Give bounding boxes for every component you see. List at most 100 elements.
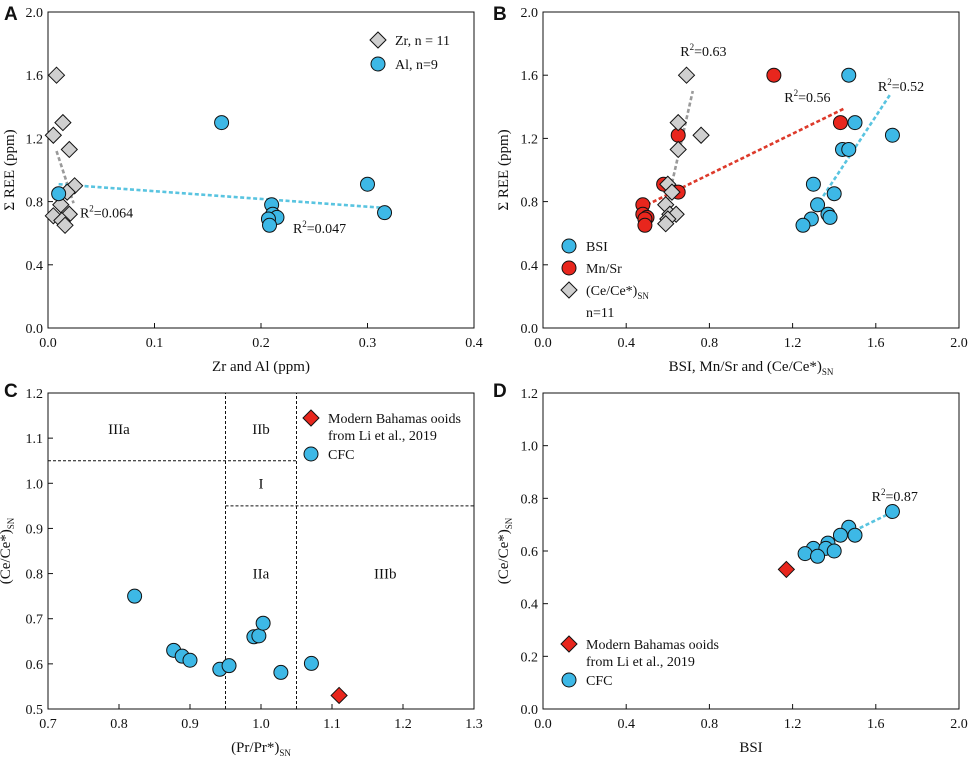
x-tick-label: 0.8: [701, 336, 719, 351]
legend-label: (Ce/Ce*)SN: [586, 284, 649, 301]
legend-label-text: Mn/Sr: [586, 262, 622, 277]
r-superscript: 2: [89, 203, 94, 213]
y-tick-label: 1.2: [521, 132, 539, 147]
legend-label-line2: from Li et al., 2019: [586, 655, 695, 670]
y-tick-label: 1.6: [521, 69, 539, 84]
data-point: [841, 141, 857, 157]
data-point: [826, 186, 842, 202]
x-axis-label-subscript: SN: [279, 748, 291, 758]
x-axis-label: BSI: [739, 740, 762, 756]
y-axis-label: (Ce/Ce*)SN: [496, 517, 514, 584]
y-tick-label: 0.0: [26, 322, 44, 337]
data-point: [127, 588, 143, 604]
data-point: [262, 217, 278, 233]
data-point: [847, 115, 863, 131]
x-tick-label: 0.3: [359, 336, 377, 351]
y-axis-label-subscript: SN: [6, 517, 16, 529]
x-tick-label: 1.2: [784, 717, 802, 732]
region-label: IIIb: [374, 567, 397, 583]
data-point: [360, 176, 375, 192]
y-tick-label: 0.4: [521, 598, 539, 613]
legend-marker: [561, 260, 577, 276]
data-point: [795, 217, 811, 233]
data-point: [330, 686, 348, 705]
y-axis-label-text: (Ce/Ce*): [496, 529, 512, 584]
legend-marker: [561, 238, 577, 254]
x-tick-label: 1.2: [394, 717, 412, 732]
r-squared-annotation: R2=0.63: [680, 42, 726, 60]
y-axis-label-subscript: SN: [504, 517, 514, 529]
y-tick-label: 0.6: [521, 545, 539, 560]
x-tick-label: 0.8: [701, 717, 719, 732]
r-squared-annotation: R2=0.064: [80, 203, 133, 221]
data-point: [805, 176, 821, 192]
y-tick-label: 1.2: [26, 132, 44, 147]
plot-frame: [542, 11, 960, 329]
r-letter: R: [784, 91, 794, 106]
x-tick-label: 1.2: [784, 336, 802, 351]
y-tick-label: 0.4: [521, 259, 539, 274]
y-tick-label: 0.8: [521, 492, 539, 507]
data-point: [797, 546, 813, 562]
legend-marker: [302, 409, 320, 427]
y-tick-label: 0.5: [26, 703, 44, 718]
panel-letter: D: [493, 381, 507, 402]
data-point: [677, 66, 696, 84]
panel-letter: C: [4, 381, 18, 402]
x-tick-label: 0.8: [110, 717, 128, 732]
x-axis-label-text: BSI, Mn/Sr and (Ce/Ce*): [669, 359, 822, 375]
data-point: [303, 655, 319, 671]
data-point: [847, 527, 863, 543]
panel-b: B 0.0 0.4 0.8 1.2 1.6 2.0 0.0 0.4 0.8 1.2 1.6 2.0 BSI…: [493, 4, 968, 377]
x-tick-label: 0.1: [146, 336, 164, 351]
r-letter: R: [878, 80, 888, 95]
y-tick-label: 1.6: [26, 69, 44, 84]
data-point: [47, 66, 66, 84]
region-label: I: [259, 476, 264, 492]
panel-a: A 0.0 0.1 0.2 0.3 0.4 0.0 0.4 0.8 1.2 1.6 2.0 Zr and…: [2, 4, 483, 375]
legend-label: CFC: [328, 448, 354, 463]
r-squared-value: =0.56: [798, 91, 830, 106]
r-squared-value: =0.87: [885, 490, 917, 505]
data-point: [841, 67, 857, 83]
x-axis-label: (Pr/Pr*)SN: [231, 740, 291, 758]
legend-label-text: Modern Bahamas ooids: [586, 638, 719, 653]
y-axis-label: (Ce/Ce*)SN: [0, 517, 16, 584]
y-tick-label: 0.7: [26, 613, 44, 628]
x-tick-label: 0.4: [617, 336, 635, 351]
legend-label-text: Zr, n = 11: [395, 34, 450, 49]
r-superscript: 2: [881, 487, 886, 497]
data-point: [832, 527, 848, 543]
y-tick-label: 2.0: [26, 6, 44, 21]
data-point: [692, 126, 710, 144]
r-squared-annotation: R2=0.52: [878, 77, 924, 95]
x-tick-label: 0.2: [252, 336, 270, 351]
r-superscript: 2: [302, 219, 307, 229]
data-point: [182, 652, 198, 668]
x-tick-label: 0.4: [465, 336, 483, 351]
data-point: [832, 115, 848, 131]
legend-label-subscript: SN: [637, 291, 649, 301]
data-point: [56, 216, 74, 235]
legend-label-text: Modern Bahamas ooids: [328, 412, 461, 427]
legend-marker: [370, 56, 386, 72]
legend-label: Mn/Sr: [586, 262, 622, 277]
x-tick-label: 2.0: [950, 336, 968, 351]
x-tick-label: 0.0: [39, 336, 57, 351]
data-point: [663, 183, 681, 201]
r-superscript: 2: [794, 88, 799, 98]
panel-letter: B: [493, 4, 507, 25]
y-tick-label: 0.8: [521, 196, 539, 211]
y-tick-label: 0.4: [26, 259, 44, 274]
x-tick-label: 1.1: [323, 717, 341, 732]
r-letter: R: [80, 206, 90, 221]
y-axis-label: Σ REE (ppm): [2, 129, 18, 210]
legend-label-text: CFC: [586, 674, 612, 689]
x-tick-label: 2.0: [950, 717, 968, 732]
y-tick-label: 0.8: [26, 568, 44, 583]
data-point: [214, 115, 230, 131]
legend-label: Zr, n = 11: [395, 34, 450, 49]
x-axis-label-text: (Pr/Pr*): [231, 740, 279, 756]
r-squared-annotation: R2=0.047: [293, 219, 346, 237]
